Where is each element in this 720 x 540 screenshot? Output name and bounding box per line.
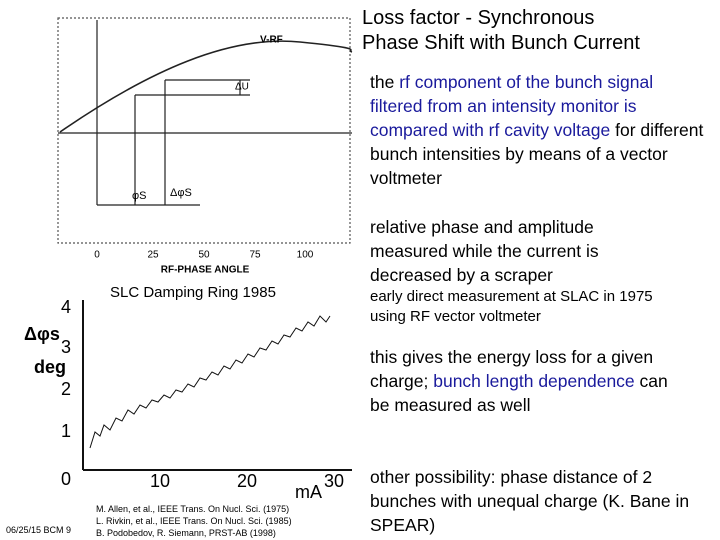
x-axis-unit: mA: [295, 482, 322, 502]
text-run: can be measured as well: [370, 371, 668, 415]
phi-s-label: φS: [132, 190, 146, 202]
reference: L. Rivkin, et al., IEEE Trans. On Nucl. …: [96, 516, 292, 526]
text-run: bunch length dependence: [433, 371, 635, 391]
slide-title: Loss factor - Synchronous Phase Shift wit…: [362, 6, 640, 56]
title-line: Phase Shift with Bunch Current: [362, 32, 640, 54]
top-figure: [57, 17, 353, 244]
x-tick-label: 100: [297, 250, 314, 261]
text-run: rf component of the bunch signal filtere…: [370, 72, 654, 140]
text-run: early direct measurement at SLAC in 1975…: [370, 288, 653, 325]
delta-u-label: ΔU: [235, 82, 249, 93]
bullet: relative phase and amplitude measured wh…: [370, 215, 660, 287]
footer: 06/25/15 BCM 9: [6, 525, 72, 535]
x-tick-label: 75: [249, 250, 261, 261]
text-run: other possibility: phase distance of 2 b…: [370, 467, 690, 535]
measured-trace: [89, 315, 331, 449]
y-tick-label: 1: [61, 421, 71, 441]
bullet: early direct measurement at SLAC in 1975…: [370, 287, 670, 327]
reference: M. Allen, et al., IEEE Trans. On Nucl. S…: [96, 504, 290, 514]
text-run: relative phase and amplitude measured wh…: [370, 217, 599, 285]
bottom-figure: [82, 300, 352, 471]
x-tick-label: 10: [150, 471, 170, 491]
y-axis-label: Δφs: [24, 324, 60, 344]
bullet: this gives the energy loss for a given c…: [370, 345, 670, 417]
x-tick-label: 25: [147, 250, 159, 261]
y-tick-label: 4: [61, 297, 71, 317]
y-tick-label: 0: [61, 469, 71, 489]
curve-label: V-RF: [260, 35, 283, 46]
figure-caption: SLC Damping Ring 1985: [110, 284, 276, 301]
x-axis-label: RF-PHASE ANGLE: [161, 265, 250, 276]
delta-phi-s-label: ΔφS: [170, 187, 192, 199]
y-tick-label: 2: [61, 379, 71, 399]
text-run: the: [370, 72, 400, 92]
text-run: this gives the energy loss for a given c…: [370, 347, 654, 391]
x-tick-label: 30: [324, 471, 344, 491]
plot-frame: [57, 17, 351, 244]
references: M. Allen, et al., IEEE Trans. On Nucl. S…: [96, 503, 292, 539]
text-run: for different bunch intensities by means…: [370, 120, 704, 188]
bullet: other possibility: phase distance of 2 b…: [370, 465, 690, 537]
x-tick-label: 50: [198, 250, 210, 261]
rf-curve: [59, 40, 353, 133]
x-tick-label: 0: [94, 250, 100, 261]
x-tick-label: 20: [237, 471, 257, 491]
bullet: the rf component of the bunch signal fil…: [370, 70, 710, 190]
y-tick-label: 3: [61, 337, 71, 357]
y-axis-unit: deg: [34, 357, 66, 377]
title-line: Loss factor - Synchronous: [362, 7, 595, 29]
reference: B. Podobedov, R. Siemann, PRST-AB (1998): [96, 528, 276, 538]
